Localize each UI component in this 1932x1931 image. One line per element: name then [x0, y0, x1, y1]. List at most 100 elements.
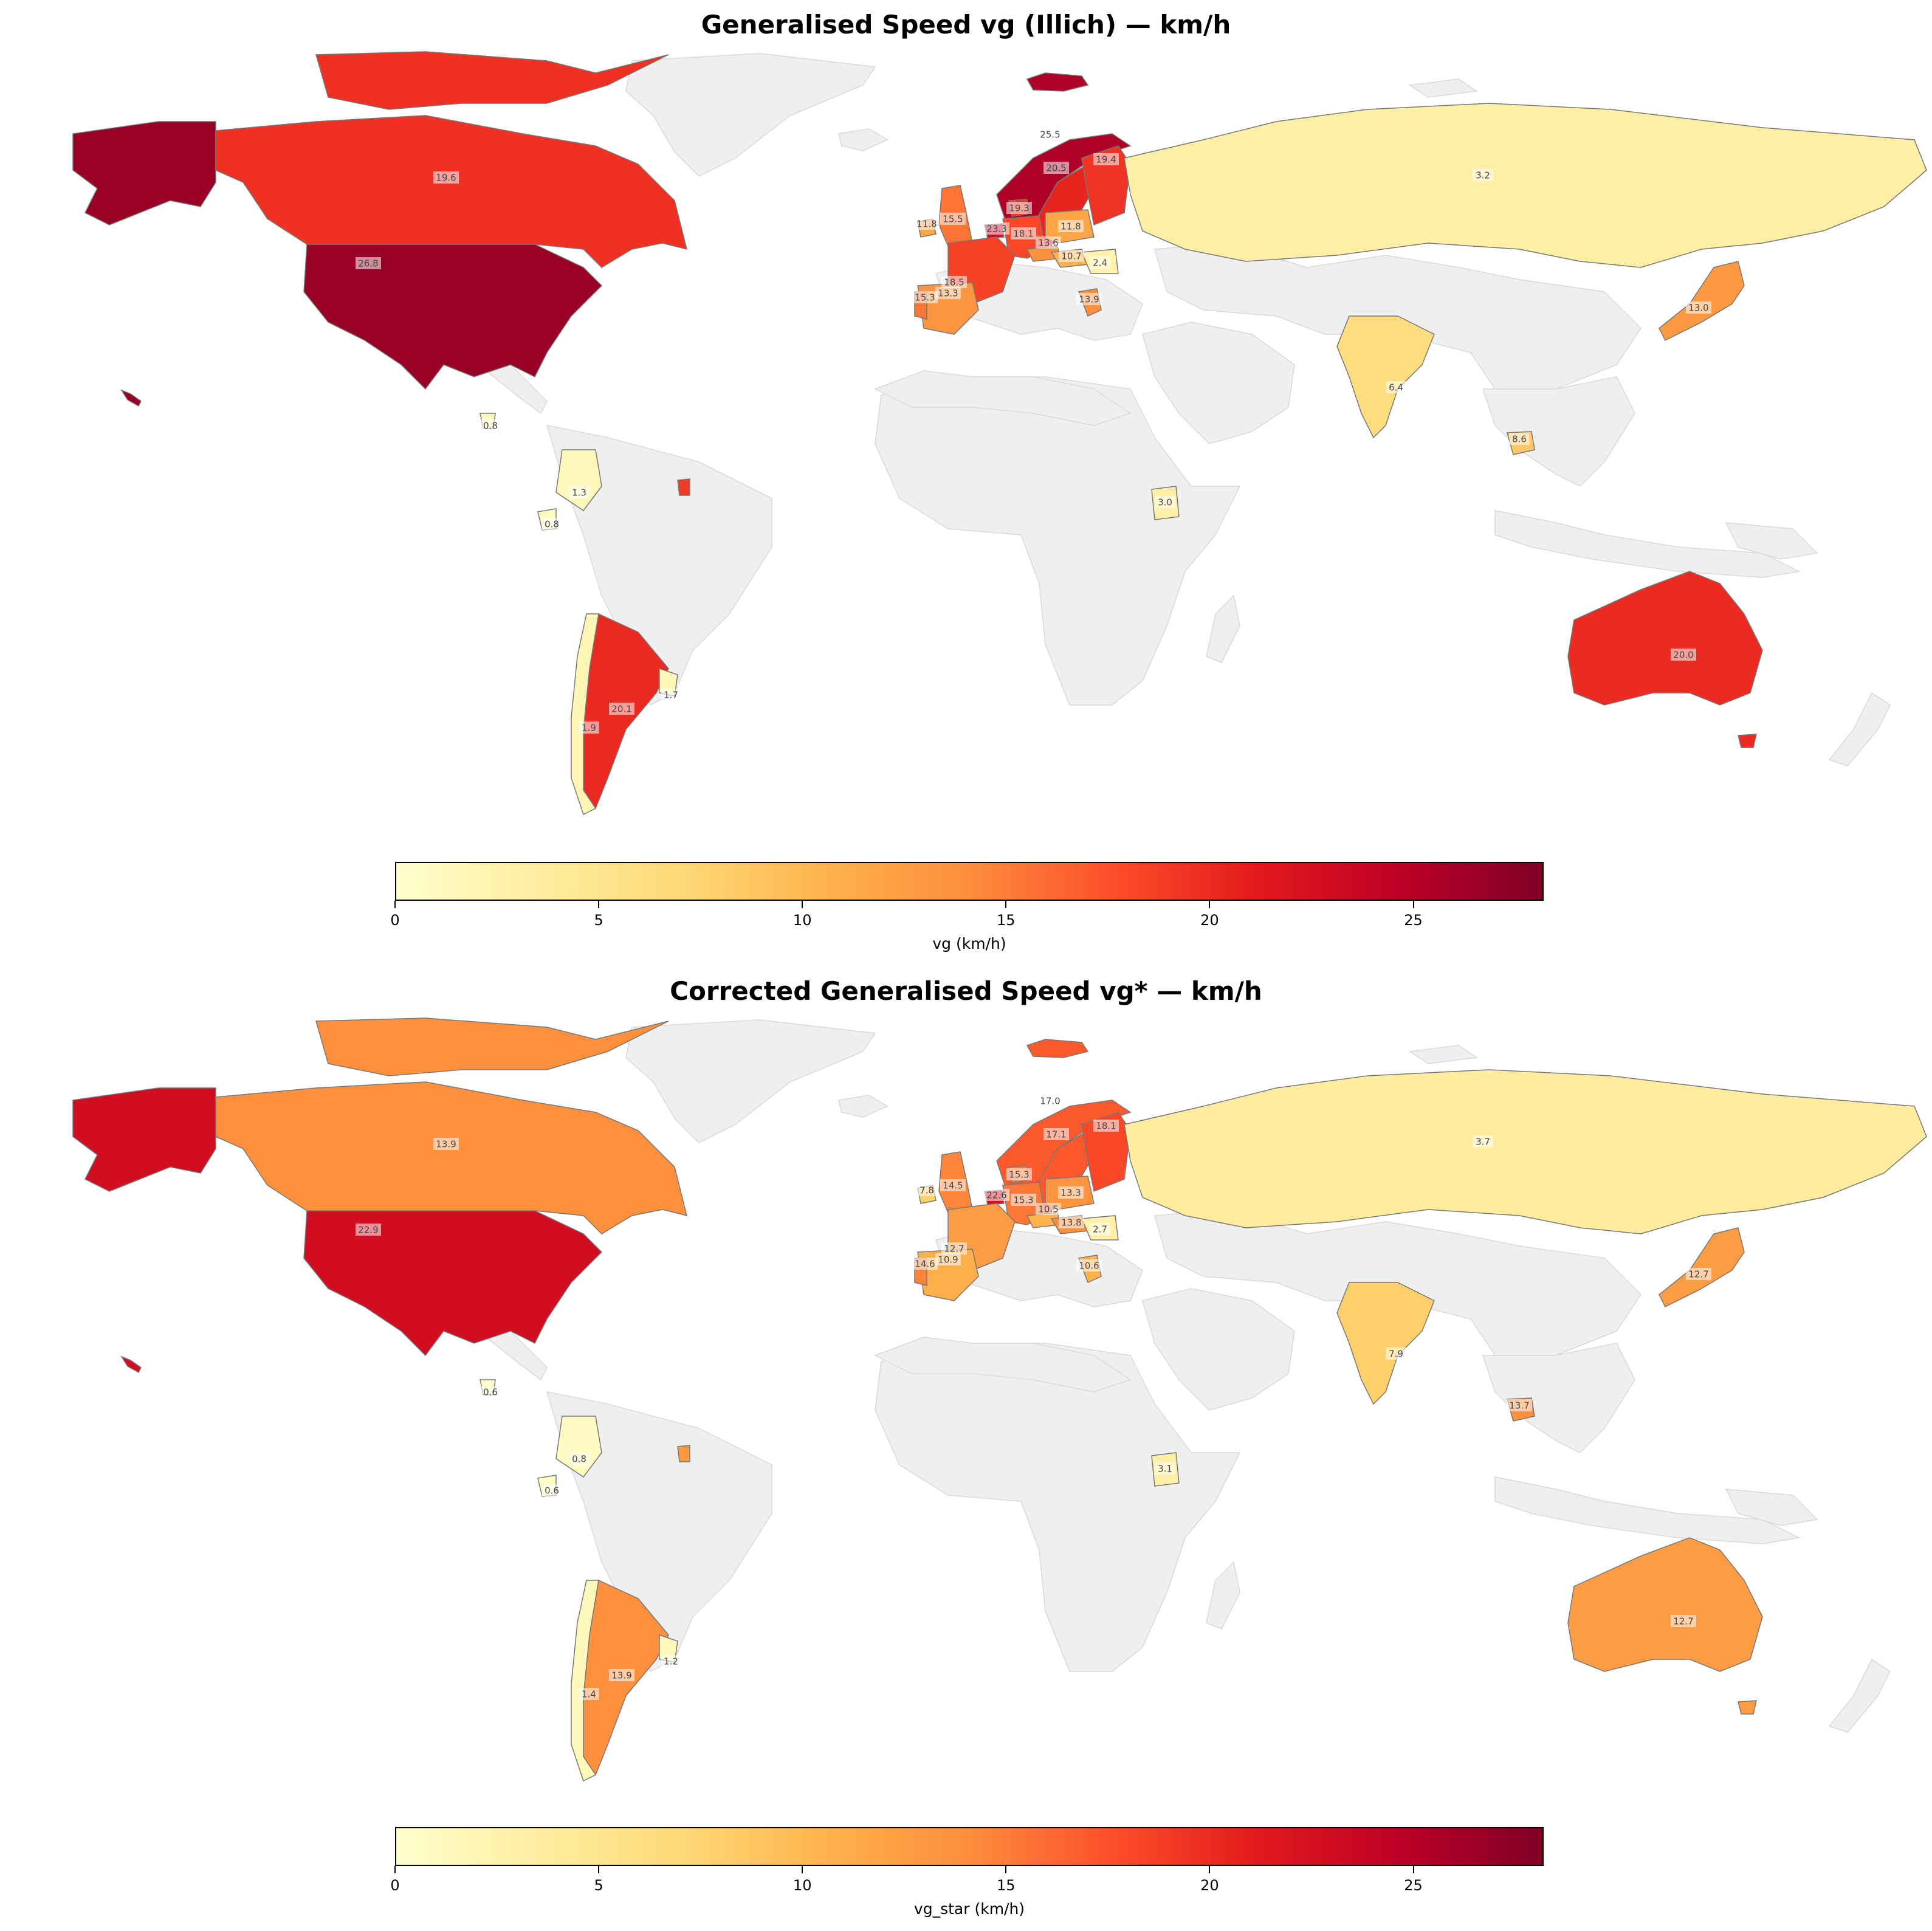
colorbar-tick [598, 1866, 600, 1873]
value-label-czechia: 13.6 [1038, 238, 1058, 249]
colorbar-tick-label: 0 [390, 912, 400, 929]
value-label-bg [1011, 227, 1036, 239]
value-label-japan: 13.0 [1688, 303, 1708, 314]
value-label-germany: 15.3 [1013, 1195, 1033, 1206]
colorbar-label: vg (km/h) [932, 935, 1006, 952]
value-label-bg [433, 1138, 459, 1150]
value-label-bg [1509, 433, 1530, 445]
value-label-bg [1076, 293, 1102, 305]
region-no-data-new-zealand [1828, 692, 1891, 766]
value-label-bg [579, 721, 599, 734]
value-label-bg [541, 1484, 562, 1496]
country-australia [1567, 571, 1763, 706]
value-label-bg [984, 1189, 1009, 1201]
value-label-bg [541, 518, 562, 530]
value-label-bg [912, 1258, 938, 1270]
value-label-bg [1093, 153, 1119, 165]
country-chile [571, 613, 599, 816]
value-label-bg [609, 703, 634, 715]
region-no-data-africa [875, 376, 1241, 706]
colorbar-tick-label: 0 [390, 1877, 400, 1894]
value-label-ireland: 7.8 [920, 1185, 934, 1196]
colorbar: vg_star (km/h) 0 5 10 15 20 25 [390, 1827, 1544, 1918]
country-canada [215, 115, 688, 268]
value-label-bg [1671, 649, 1696, 661]
value-label-bg [1090, 1223, 1110, 1235]
value-label-bg [1037, 1095, 1063, 1107]
colorbar-tick [802, 1866, 803, 1873]
value-label-romania: 2.4 [1093, 258, 1107, 269]
region-no-data-south-america [546, 425, 772, 706]
value-label-bg [356, 1224, 381, 1236]
country-usa [72, 121, 216, 225]
region-no-data-middle-east [1142, 322, 1295, 444]
value-label-spain: 10.9 [938, 1255, 958, 1265]
value-label-poland: 11.8 [1061, 221, 1081, 232]
region-no-data-arctic-islands [1408, 78, 1479, 98]
value-label-bg [1686, 1268, 1711, 1280]
value-label-bg [1155, 1462, 1175, 1475]
map-title: Corrected Generalised Speed vg* — km/h [670, 976, 1262, 1006]
value-label-uruguay: 1.2 [664, 1656, 678, 1667]
value-label-bg [912, 291, 938, 303]
colorbar-tick-label: 10 [792, 1877, 812, 1894]
value-label-uruguay: 1.7 [664, 690, 678, 701]
value-label-usa: 22.9 [358, 1225, 378, 1236]
value-label-ecuador: 0.8 [545, 519, 559, 530]
colorbar-tick [802, 901, 803, 908]
colorbar-tick [1209, 1866, 1211, 1873]
value-label-guatemala: 0.6 [483, 1387, 498, 1398]
value-label-australia: 12.7 [1673, 1616, 1693, 1627]
value-label-netherlands: 22.6 [986, 1190, 1006, 1201]
country-india [1336, 315, 1435, 439]
country-colombia [555, 449, 602, 512]
colorbar-tick-label: 20 [1200, 1877, 1219, 1894]
value-label-cambodia: 8.6 [1512, 434, 1527, 445]
colorbar-tick-label: 10 [792, 912, 812, 929]
value-label-bg [1058, 1186, 1084, 1199]
colorbar-tick [394, 1866, 396, 1873]
region-no-data-arctic-islands [1408, 1045, 1479, 1064]
value-label-norway: 17.0 [1040, 1096, 1060, 1107]
country-usa [120, 1355, 142, 1374]
value-label-czechia: 10.5 [1038, 1204, 1058, 1215]
value-label-denmark: 15.3 [1009, 1169, 1029, 1180]
value-label-bg [1671, 1615, 1696, 1627]
value-label-finland: 18.1 [1096, 1121, 1116, 1132]
value-label-hungary: 13.8 [1061, 1217, 1081, 1228]
region-no-data-new-zealand [1828, 1658, 1891, 1733]
value-label-bg [1058, 220, 1084, 232]
value-label-greece: 13.9 [1079, 294, 1099, 305]
colorbar-tick-label: 5 [594, 1877, 603, 1894]
region-no-data-iceland [838, 128, 889, 151]
value-label-sweden: 20.5 [1046, 163, 1066, 174]
region-no-data-new-guinea [1725, 1489, 1818, 1526]
value-label-bg [1507, 1399, 1532, 1411]
value-label-spain: 13.3 [938, 288, 958, 299]
region-no-data-iceland [838, 1095, 889, 1118]
country-australia [1738, 1700, 1757, 1715]
value-label-russia: 3.7 [1476, 1137, 1490, 1148]
value-label-bg [1037, 128, 1063, 140]
country-japan [1659, 261, 1745, 342]
value-label-bg [661, 1655, 681, 1667]
value-label-argentina: 13.9 [611, 1670, 631, 1681]
value-label-bg [1686, 301, 1711, 314]
country-finland [1081, 145, 1131, 226]
colorbar-label: vg_star (km/h) [913, 1900, 1025, 1918]
country-canada [315, 51, 669, 110]
value-label-germany: 18.1 [1013, 229, 1033, 239]
value-label-ireland: 11.8 [916, 219, 937, 230]
value-label-bg [1386, 381, 1406, 393]
map-title: Generalised Speed vg (Illich) — km/h [701, 10, 1231, 40]
value-label-bg [1090, 256, 1110, 269]
value-label-bg [941, 1242, 967, 1255]
value-label-bg [1473, 1135, 1493, 1148]
value-label-argentina: 20.1 [611, 704, 631, 715]
value-label-bg [480, 1386, 501, 1398]
value-label-bg [1043, 1128, 1069, 1140]
colorbar-tick-label: 5 [594, 912, 603, 929]
value-label-uk: 15.5 [943, 214, 963, 225]
value-label-ecuador: 0.6 [545, 1485, 559, 1496]
region-no-data-new-guinea [1725, 522, 1818, 560]
